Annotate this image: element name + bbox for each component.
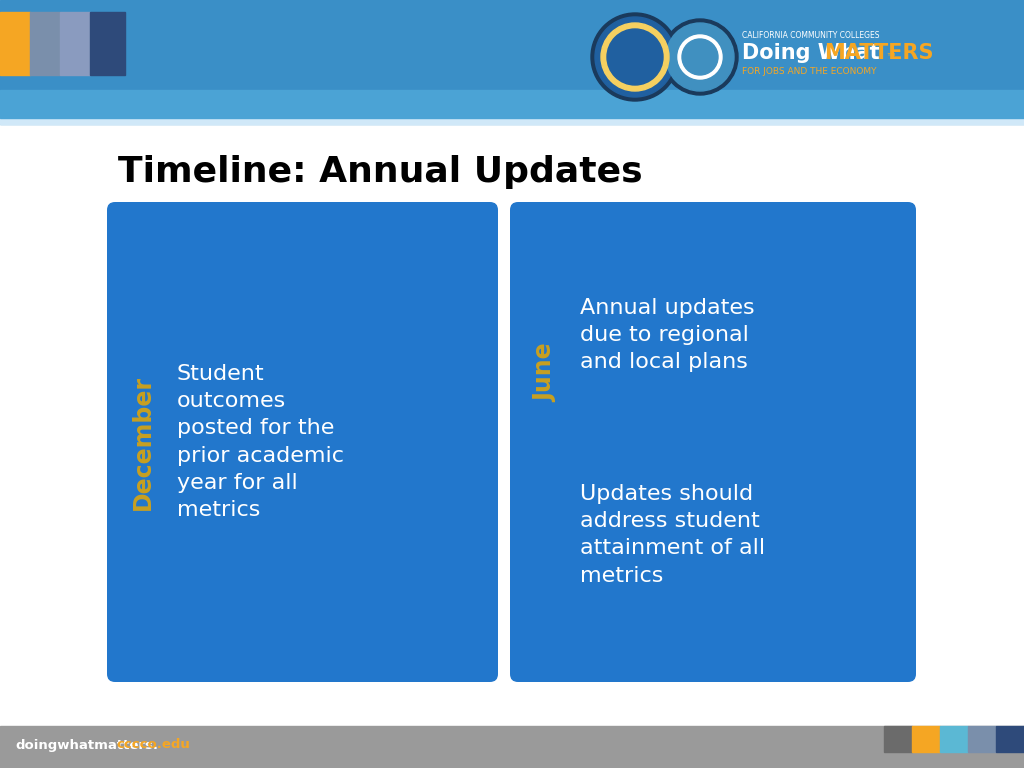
Circle shape [607, 29, 663, 85]
Bar [940, 726, 968, 752]
Bar [60, 12, 90, 75]
Text: doingwhatmatters.: doingwhatmatters. [15, 739, 158, 752]
Text: MATTERS: MATTERS [824, 43, 934, 63]
Bar [968, 726, 996, 752]
Circle shape [601, 23, 669, 91]
Text: FOR JOBS AND THE ECONOMY: FOR JOBS AND THE ECONOMY [742, 67, 877, 75]
Bar [884, 726, 912, 752]
Circle shape [678, 35, 722, 79]
Circle shape [591, 13, 679, 101]
Bar [0, 118, 1024, 124]
Text: Doing What: Doing What [742, 43, 887, 63]
Circle shape [666, 23, 734, 91]
FancyBboxPatch shape [106, 202, 498, 682]
Text: Student
outcomes
posted for the
prior academic
year for all
metrics: Student outcomes posted for the prior ac… [177, 364, 344, 520]
Bar [996, 726, 1024, 752]
Text: CALIFORNIA COMMUNITY COLLEGES: CALIFORNIA COMMUNITY COLLEGES [742, 31, 880, 39]
Circle shape [595, 17, 675, 97]
Bar [0, 20, 1024, 118]
Bar [30, 12, 60, 75]
Text: Timeline: Annual Updates: Timeline: Annual Updates [118, 155, 643, 189]
Bar [0, 90, 1024, 118]
Text: ™: ™ [885, 53, 896, 63]
Circle shape [682, 39, 718, 75]
Bar [90, 12, 125, 75]
Bar [0, 118, 1024, 124]
Text: cccco.edu: cccco.edu [116, 739, 189, 752]
Bar [0, 726, 1024, 768]
Text: June: June [534, 343, 557, 402]
Circle shape [662, 19, 738, 95]
Bar [0, 12, 30, 75]
Text: December: December [131, 375, 155, 509]
Text: Annual updates
due to regional
and local plans: Annual updates due to regional and local… [580, 298, 755, 372]
FancyBboxPatch shape [510, 202, 916, 682]
Bar [912, 726, 940, 752]
Bar [0, 0, 1024, 118]
Text: Updates should
address student
attainment of all
metrics: Updates should address student attainmen… [580, 484, 765, 586]
